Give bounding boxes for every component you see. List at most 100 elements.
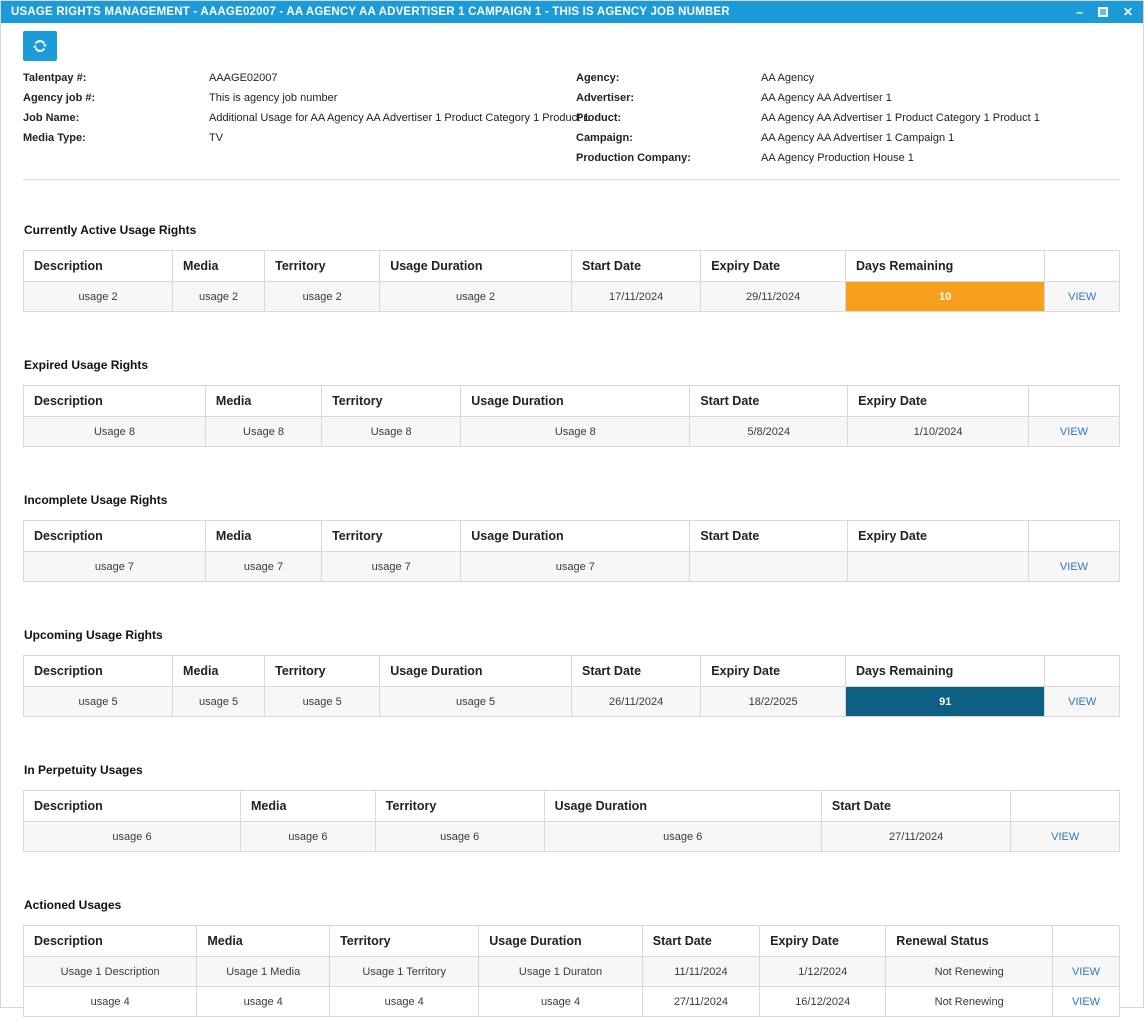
info-value: AA Agency AA Advertiser 1 Campaign 1 [761,132,955,144]
window-controls: – ✕ [1076,6,1133,18]
close-button[interactable]: ✕ [1123,6,1133,18]
section-currently-active-usage-rights: Currently Active Usage Rights Description… [22,223,1120,312]
column-header: Territory [264,250,381,282]
section-in-perpetuity-usages: In Perpetuity Usages Description Media Terr… [23,763,1120,852]
view-cell: VIEW [1044,686,1120,717]
table-cell: usage 5 [172,686,266,717]
section-upcoming-usage-rights: Upcoming Usage Rights Description Media Ter… [22,628,1120,717]
view-link[interactable]: VIEW [1071,965,1101,978]
table-cell [847,551,1029,582]
column-header: Usage Duration [460,520,691,552]
table-cell: 1/10/2024 [847,416,1029,447]
column-header: Media [240,790,376,822]
info-label: Agency job #: [23,92,96,104]
table-cell: Usage 8 [23,416,206,447]
column-header-empty [1044,250,1120,282]
table-cell: 27/11/2024 [641,986,761,1017]
minimize-button[interactable]: – [1076,6,1083,18]
table-cell: Usage 8 [321,416,462,447]
column-header: Territory [374,790,545,822]
section-actioned-usages: Actioned Usages Description Media Territory… [22,898,1120,1017]
maximize-button[interactable] [1097,7,1108,17]
view-link[interactable]: VIEW [1051,830,1080,843]
column-header: Start Date [689,520,849,552]
header-row: Description Media Territory Usage Duration S… [22,250,1120,282]
column-header: Media [172,655,266,687]
info-label: Advertiser: [576,92,635,104]
view-link[interactable]: VIEW [1068,290,1097,303]
table-cell: 18/2/2025 [700,686,846,717]
column-header-empty [1027,520,1121,552]
section-title: Upcoming Usage Rights [24,628,163,642]
column-header: Days Remaining [844,250,1046,282]
view-cell: VIEW [1052,956,1120,987]
days-remaining-badge: 91 [844,686,1046,717]
column-header: Expiry Date [847,520,1029,552]
view-cell: VIEW [1010,821,1120,852]
table-cell: Usage 8 [460,416,691,447]
column-header-empty [1027,385,1121,417]
info-value: TV [209,132,224,144]
info-value: This is agency job number [209,92,338,104]
table-cell: Not Renewing [885,986,1054,1017]
table-row: usage 5 usage 5 usage 5 usage 5 26/11/2024 18… [22,686,1120,717]
view-link[interactable]: VIEW [1068,695,1097,708]
section-title: Expired Usage Rights [24,358,149,372]
table-cell: usage 5 [22,686,174,717]
info-value: AA Agency [761,72,815,84]
info-label: Agency: [576,72,620,84]
minimize-icon: – [1076,5,1083,19]
info-label: Campaign: [576,132,633,144]
header-row: Description Media Territory Usage Duration S… [23,385,1121,417]
table-cell: usage 7 [460,551,691,582]
column-header: Start Date [641,925,761,957]
close-icon: ✕ [1122,5,1133,19]
table-cell: usage 2 [379,281,572,312]
column-header: Expiry Date [700,250,846,282]
table-cell: usage 6 [240,821,376,852]
info-row-talentpay: Talentpay #: AAAGE02007 [23,68,576,88]
header-row: Description Media Territory Usage Duration S… [23,790,1120,822]
usage-table: Description Media Territory Usage Duration S… [22,655,1120,717]
section-title: Currently Active Usage Rights [24,223,197,237]
sections: Currently Active Usage Rights Description… [1,180,1143,1017]
table-cell: usage 2 [172,281,266,312]
info-label: Product: [576,112,622,124]
view-link[interactable]: VIEW [1059,425,1089,438]
table-cell: usage 4 [22,986,198,1017]
column-header: Territory [321,520,462,552]
column-header: Territory [329,925,480,957]
info-row-production-company: Production Company: AA Agency Production… [576,148,1121,168]
column-header: Territory [264,655,381,687]
maximize-icon [1097,7,1108,17]
column-header: Media [204,385,323,417]
info-row-product: Product: AA Agency AA Advertiser 1 Produ… [576,108,1121,128]
column-header: Expiry Date [700,655,846,687]
usage-table: Description Media Territory Usage Duration S… [23,790,1120,852]
table-cell: 17/11/2024 [570,281,702,312]
view-link[interactable]: VIEW [1059,560,1089,573]
table-cell [689,551,849,582]
table-cell: Usage 1 Description [22,956,198,987]
table-cell: usage 7 [321,551,462,582]
column-header: Media [196,925,331,957]
table-cell: usage 6 [543,821,822,852]
column-header: Usage Duration [460,385,691,417]
column-header: Start Date [570,655,702,687]
refresh-button[interactable] [23,31,57,61]
table-row: usage 4 usage 4 usage 4 usage 4 27/11/2024 16… [22,986,1120,1017]
column-header: Start Date [820,790,1012,822]
header-row: Description Media Territory Usage Duration S… [22,655,1120,687]
info-value: AA Agency AA Advertiser 1 Product Catego… [761,112,1040,124]
info-label: Production Company: [576,152,691,164]
divider [23,179,1120,180]
view-link[interactable]: VIEW [1071,995,1101,1008]
table-cell: 16/12/2024 [759,986,887,1017]
table-cell: usage 4 [196,986,331,1017]
column-header: Expiry Date [759,925,887,957]
table-cell: 5/8/2024 [689,416,849,447]
usage-table: Description Media Territory Usage Duration S… [23,520,1121,582]
days-remaining-badge: 10 [844,281,1046,312]
table-cell: usage 5 [264,686,381,717]
